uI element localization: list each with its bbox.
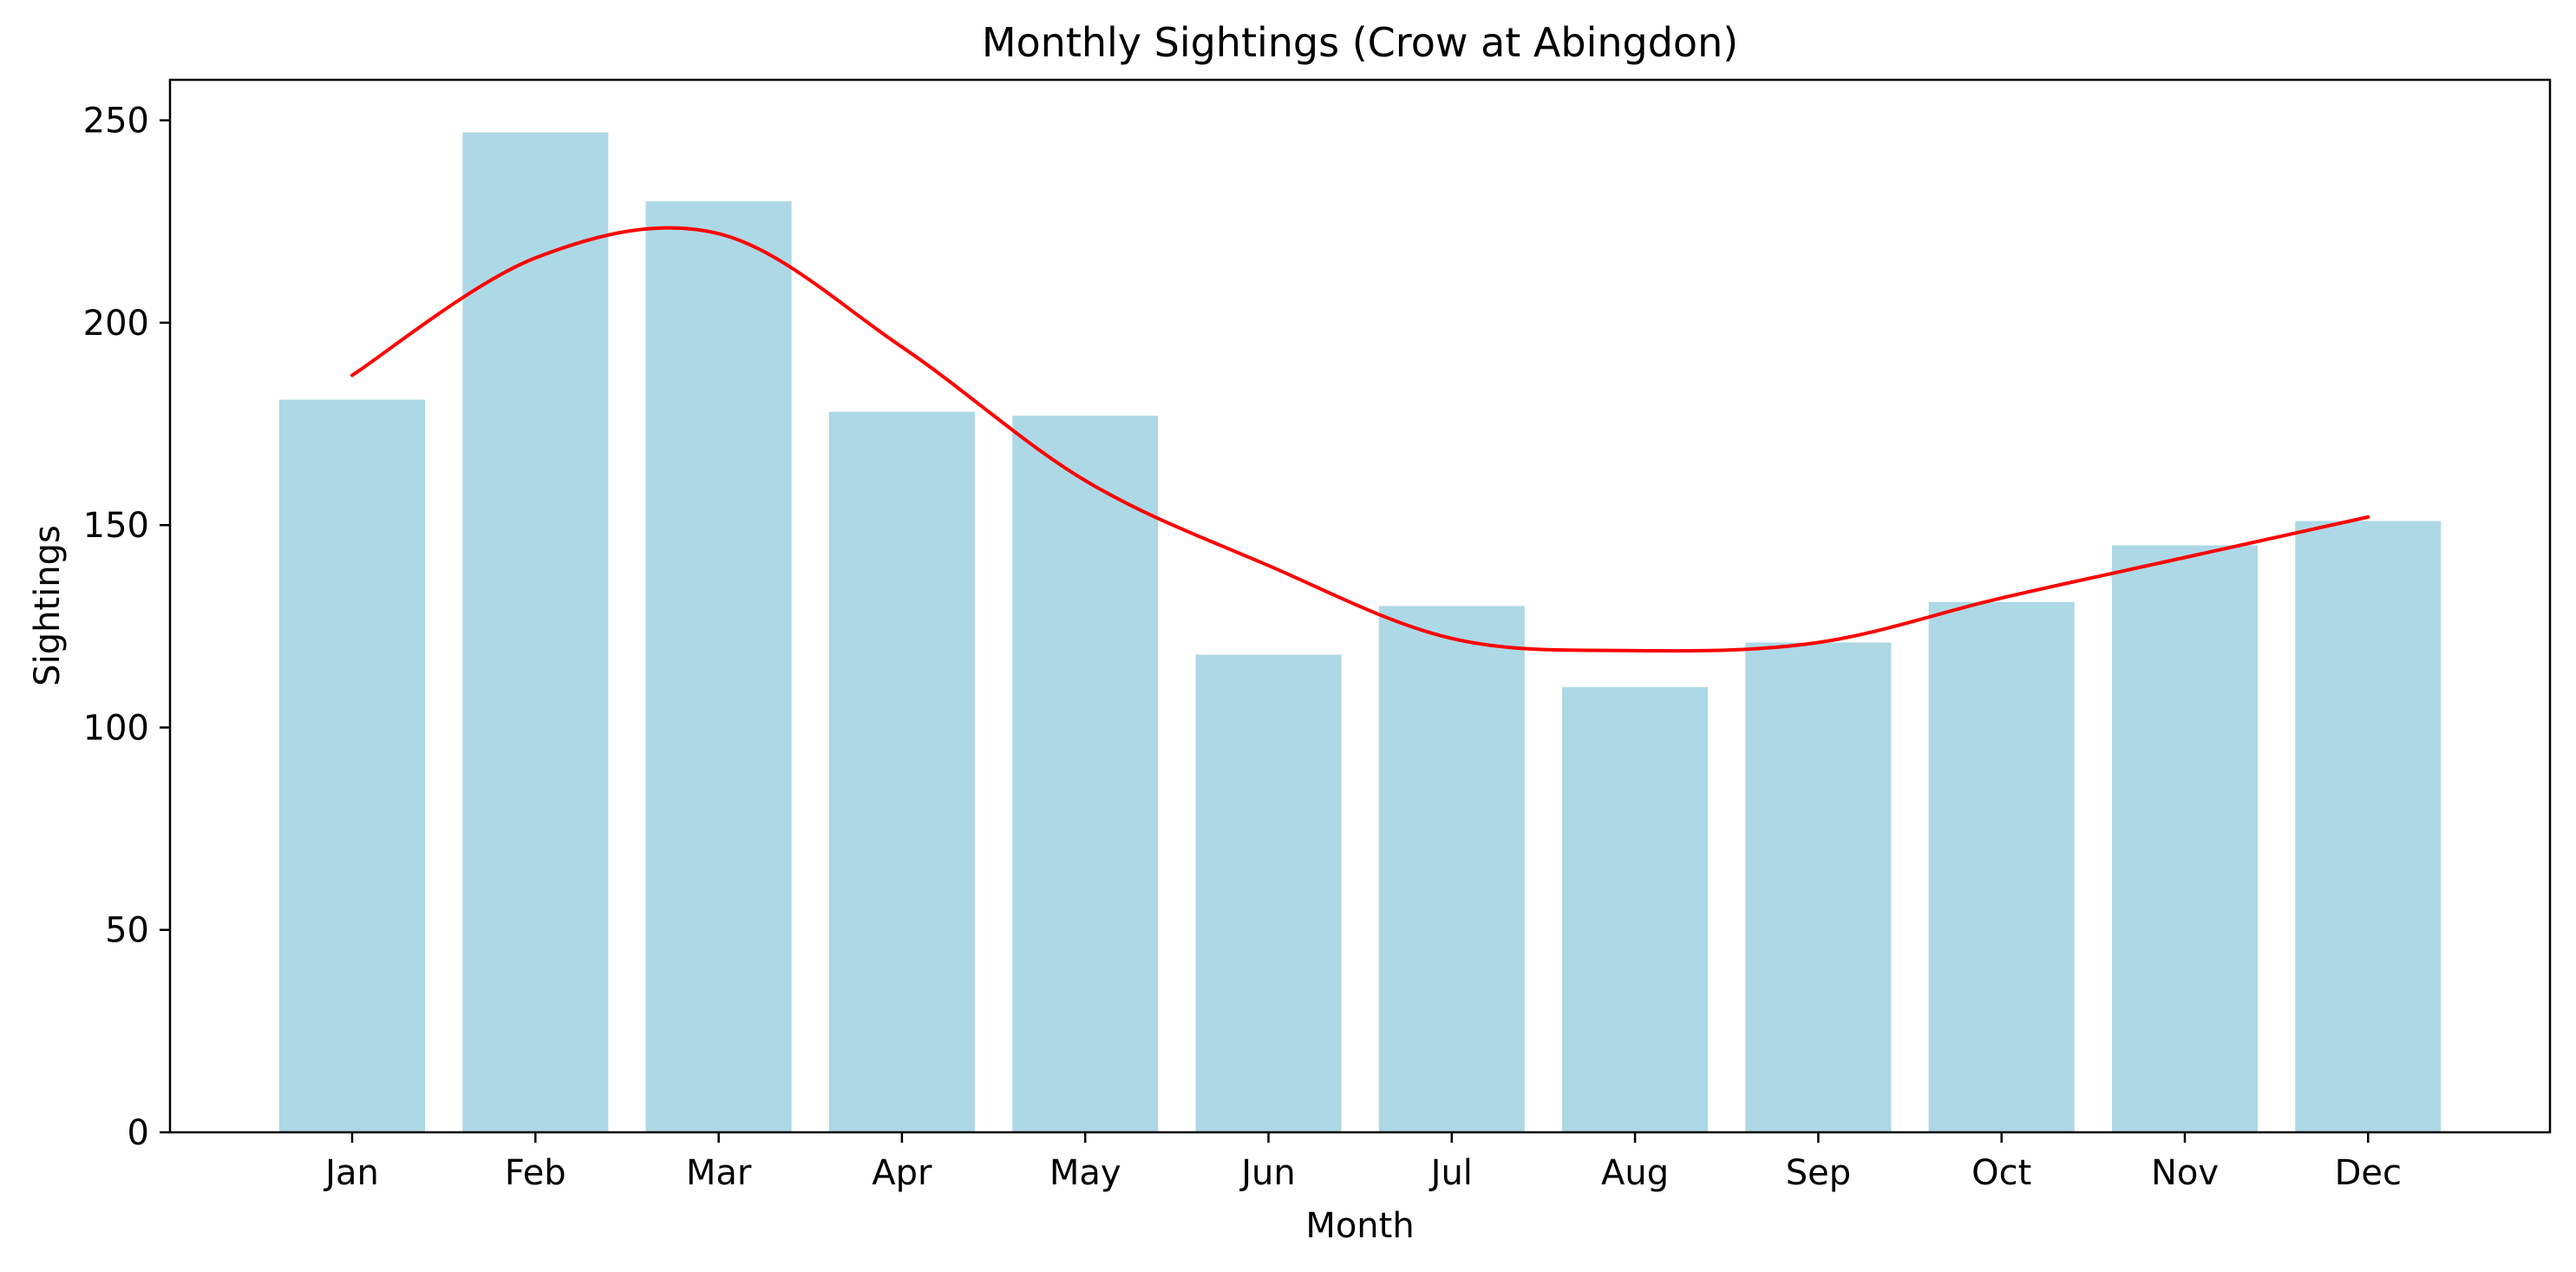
- y-tick-label: 0: [127, 1113, 149, 1153]
- x-tick-label: May: [1049, 1153, 1121, 1193]
- y-tick-label: 150: [83, 506, 149, 546]
- x-tick-label: Jun: [1239, 1153, 1296, 1193]
- x-tick-label: Oct: [1971, 1153, 2031, 1193]
- bar-dec: [2295, 521, 2442, 1132]
- x-tick-label: Mar: [686, 1153, 752, 1193]
- chart-title: Monthly Sightings (Crow at Abingdon): [982, 19, 1738, 66]
- y-tick-label: 100: [83, 708, 149, 748]
- x-tick-label: Apr: [872, 1153, 932, 1193]
- y-axis-ticks: 0 50 100 150 200 250: [83, 102, 170, 1153]
- bar-feb: [462, 132, 609, 1132]
- x-tick-label: Jul: [1429, 1153, 1473, 1193]
- bar-aug: [1562, 686, 1709, 1132]
- x-tick-label: Sep: [1786, 1153, 1851, 1193]
- x-tick-label: Nov: [2151, 1153, 2219, 1193]
- bar-jan: [279, 399, 425, 1132]
- y-tick-label: 50: [105, 911, 149, 951]
- bar-nov: [2112, 545, 2258, 1132]
- bar-apr: [828, 411, 975, 1132]
- x-tick-label: Jan: [323, 1153, 379, 1193]
- bar-may: [1012, 416, 1159, 1132]
- x-axis-ticks: Jan Feb Mar Apr May Jun Jul Aug Sep Oct Nov Dec: [323, 1132, 2402, 1193]
- y-tick-label: 250: [83, 102, 149, 141]
- x-axis-title: Month: [1305, 1206, 1414, 1246]
- plot-frame: [168, 78, 2552, 1134]
- trend-line: [350, 226, 2370, 653]
- bar-jul: [1378, 606, 1525, 1132]
- x-tick-label: Aug: [1601, 1153, 1669, 1193]
- y-axis-title: Sightings: [28, 525, 68, 686]
- bars-group: [279, 132, 2442, 1132]
- y-tick-label: 200: [83, 304, 149, 344]
- bar-jun: [1195, 654, 1342, 1132]
- x-tick-label: Feb: [505, 1153, 566, 1193]
- bar-sep: [1745, 642, 1892, 1132]
- bar-mar: [645, 200, 792, 1132]
- bar-oct: [1928, 601, 2075, 1132]
- x-tick-label: Dec: [2335, 1153, 2402, 1193]
